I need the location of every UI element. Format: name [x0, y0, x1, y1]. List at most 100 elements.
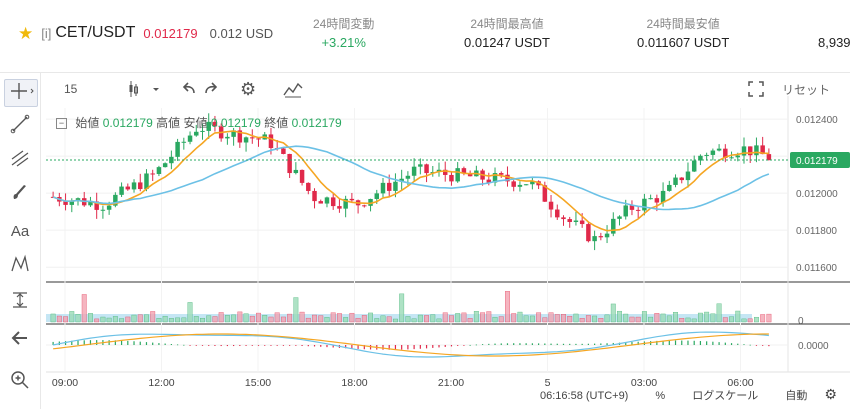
pair-symbol[interactable]: CET/USDT — [55, 24, 136, 41]
candle-body — [88, 201, 93, 206]
volume-bar — [679, 318, 685, 323]
macd-histogram-bar — [71, 340, 73, 345]
volume-bar — [299, 311, 305, 323]
volume-bar — [666, 315, 672, 323]
volume-bar — [249, 315, 255, 323]
candle-body — [716, 148, 722, 151]
macd-histogram-bar — [463, 345, 465, 346]
volume-bar — [473, 311, 479, 323]
fib-icon[interactable] — [4, 147, 36, 173]
candle-body — [729, 157, 734, 159]
candle-body — [100, 209, 106, 211]
candle-body — [150, 173, 155, 175]
undo-icon[interactable] — [180, 79, 196, 99]
macd-histogram-bar — [158, 343, 160, 345]
trendline-icon[interactable] — [4, 113, 36, 139]
legend-open: 0.012179 — [102, 116, 153, 130]
candle-body — [455, 168, 460, 182]
fullscreen-icon[interactable] — [746, 79, 766, 99]
candle-body — [362, 205, 367, 207]
text-icon[interactable]: Aa — [10, 223, 30, 240]
star-icon[interactable]: ★ — [18, 23, 34, 43]
macd-histogram-bar — [183, 344, 185, 346]
candle-body — [685, 171, 691, 181]
macd-histogram-bar — [425, 345, 428, 349]
auto-scale-toggle[interactable]: 自動 — [785, 390, 808, 402]
indicator-icon[interactable] — [282, 79, 304, 99]
pattern-icon[interactable] — [4, 253, 36, 279]
candle-body — [281, 148, 286, 154]
volume-bar — [704, 311, 710, 323]
stat-label: 24時間変動 — [313, 17, 375, 31]
macd-histogram-bar — [693, 340, 695, 345]
interval-select[interactable]: 15 — [64, 82, 78, 96]
candle-body — [760, 145, 765, 155]
candle-body — [635, 209, 641, 211]
macd-histogram-bar — [531, 343, 533, 345]
volume-bar — [231, 314, 237, 323]
candle-body — [194, 131, 199, 136]
brush-icon[interactable] — [4, 181, 36, 207]
volume-bar — [716, 303, 722, 323]
volume-bar — [436, 318, 442, 323]
drawing-toolbar: Aa — [0, 73, 41, 409]
candle-body — [181, 141, 187, 143]
volume-bar — [386, 316, 392, 323]
zoom-icon[interactable] — [4, 369, 36, 395]
volume-bar — [629, 316, 635, 323]
macd-histogram-bar — [544, 343, 546, 345]
gear-icon[interactable]: ⚙ — [824, 386, 837, 402]
macd-histogram-bar — [481, 344, 484, 345]
volume-bar — [88, 313, 93, 323]
candle-body — [449, 174, 454, 182]
macd-histogram-bar — [706, 341, 708, 345]
candle-body — [75, 198, 81, 201]
measure-icon[interactable] — [4, 289, 36, 315]
macd-histogram-bar — [89, 340, 92, 345]
macd-histogram-bar — [755, 345, 758, 346]
legend-low-label: 安値 — [183, 116, 208, 130]
legend-open-label: 始値 — [75, 116, 100, 130]
volume-bar — [548, 312, 554, 323]
chart-axes: 0.0124000.0122000.0120000.0118000.011600… — [46, 115, 850, 389]
candle-body — [144, 173, 149, 190]
log-scale-toggle[interactable]: ログスケール — [692, 390, 759, 402]
back-arrow-icon[interactable] — [4, 327, 36, 353]
macd-histogram-bar — [363, 345, 365, 350]
volume-ma-area — [46, 314, 752, 322]
volume-bar — [137, 314, 143, 323]
volume-bar — [206, 315, 212, 323]
collapse-icon[interactable]: − — [56, 118, 67, 130]
candle-body — [691, 160, 697, 172]
volume-bar — [312, 314, 317, 323]
volume-bar — [523, 315, 529, 323]
candle-body — [138, 182, 143, 190]
stat-24h-low: 24時間最安値 0.011607 USDT — [637, 15, 729, 50]
candle-body — [492, 173, 498, 183]
candle-body — [442, 169, 448, 175]
macd-histogram-bar — [730, 343, 733, 345]
volume-bar — [168, 318, 174, 323]
candle-body — [542, 185, 548, 202]
crosshair-icon[interactable] — [4, 79, 38, 107]
macd-histogram-bar — [214, 345, 216, 346]
percent-toggle[interactable]: % — [655, 390, 666, 402]
settings-icon[interactable]: ⚙ — [240, 79, 257, 99]
macd-histogram-bar — [625, 342, 627, 345]
macd-histogram-bar — [394, 345, 397, 350]
candle-body — [511, 181, 516, 187]
candle-type-icon[interactable] — [126, 79, 160, 99]
redo-icon[interactable] — [204, 79, 220, 99]
macd-histogram-bar — [83, 340, 85, 345]
candle-body — [567, 219, 572, 222]
reset-button[interactable]: リセット — [781, 83, 830, 97]
volume-bar — [554, 314, 560, 323]
stat-24h-high: 24時間最高値 0.01247 USDT — [464, 15, 550, 50]
volume-bar — [150, 311, 156, 323]
volume-bar — [274, 312, 280, 323]
candle-body — [499, 173, 504, 175]
pair-tag[interactable]: [i] — [41, 25, 52, 41]
ohlc-legend: − 始値 0.012179 高値 安値 0.012179 終値 0.012179 — [56, 114, 342, 131]
candle-body — [119, 186, 124, 195]
